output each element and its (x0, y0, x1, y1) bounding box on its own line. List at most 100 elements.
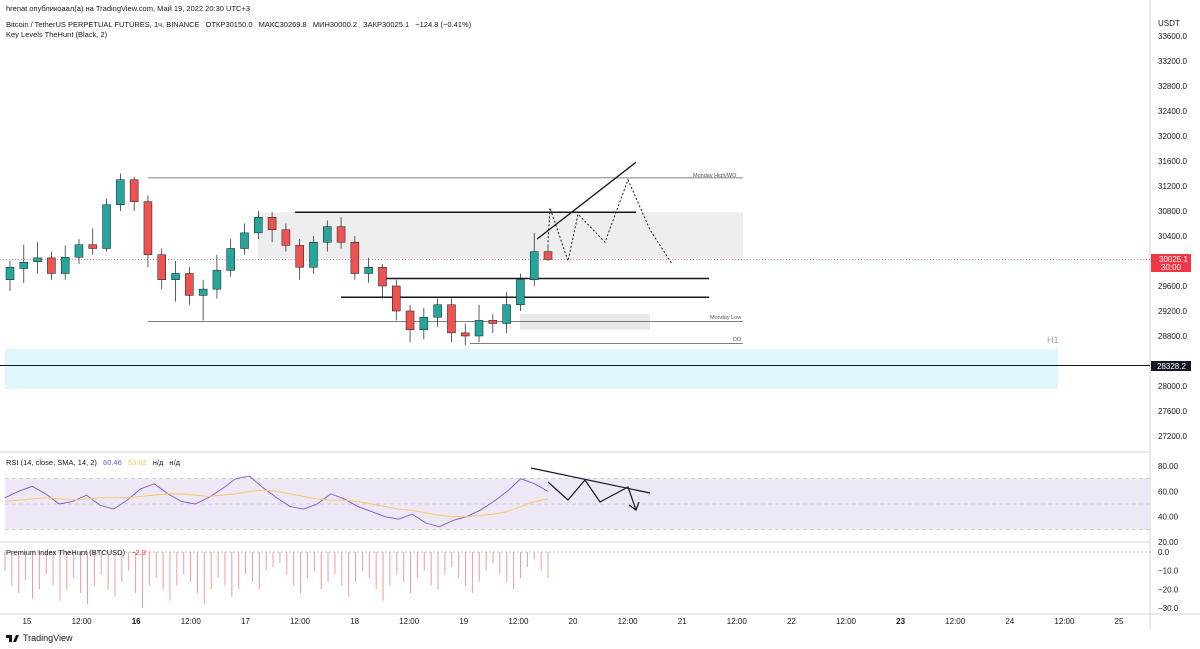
candle-37 (516, 273, 525, 311)
rsi-na-1: н/д (152, 458, 164, 467)
candle-body (336, 226, 346, 243)
premium-value: −2.3 (131, 548, 146, 557)
candle-body (5, 267, 15, 280)
candle-body (378, 267, 387, 287)
rsi-pane[interactable] (4, 467, 1150, 530)
candle-body (254, 217, 263, 234)
candle-27 (378, 264, 387, 299)
price-tick: 29600.0 (1158, 282, 1187, 291)
rsi-arrowhead (628, 501, 640, 511)
time-tick: 18 (350, 617, 359, 626)
time-tick: 12:00 (290, 617, 311, 626)
candle-13 (185, 267, 194, 305)
timeframe-label: H1 (1047, 335, 1059, 345)
time-tick: 12:00 (181, 617, 202, 626)
tradingview-logo[interactable]: TradingView (6, 633, 73, 643)
drawings[interactable] (536, 161, 673, 265)
candle-34 (474, 304, 484, 343)
high-value: 30269.8 (279, 20, 307, 29)
candle-body (488, 320, 498, 324)
premium-legend[interactable]: Premium Index TheHunt (BTCUSD) −2.3 (6, 548, 150, 557)
candle-body (129, 179, 139, 202)
premium-tick: −20.0 (1158, 585, 1179, 594)
candle-body (529, 251, 539, 280)
candle-4 (60, 245, 70, 280)
monday-low-label: Monday Low (710, 315, 741, 321)
candle-body (502, 304, 511, 324)
candle-body (47, 257, 56, 274)
price-tick: 32000.0 (1158, 132, 1187, 141)
price-tick: 27600.0 (1158, 407, 1187, 416)
time-axis[interactable]: 15 12:00 16 12:00 17 12:00 18 12:00 19 12:00 20 12:… (23, 617, 1124, 626)
time-tick: 12:00 (945, 617, 966, 626)
rsi-trendline (530, 467, 651, 494)
candle-body (19, 262, 29, 269)
close-label: ЗАКР (363, 20, 383, 29)
candle-body (157, 254, 166, 280)
time-tick: 12:00 (72, 617, 93, 626)
rsi-legend[interactable]: RSI (14, close, SMA, 14, 2) 60.46 53.62 … (6, 458, 184, 467)
candle-body (240, 232, 249, 249)
symbol-legend[interactable]: Bitcoin / TetherUS PERPETUAL FUTURES, 1ч… (6, 20, 475, 29)
price-tick: 27200.0 (1158, 432, 1187, 441)
candle-body (74, 244, 84, 258)
time-tick: 15 (23, 617, 32, 626)
candles (5, 173, 553, 346)
candle-38 (529, 232, 539, 286)
candle-body (516, 279, 525, 305)
candle-body (447, 304, 456, 334)
projection-path (547, 178, 673, 265)
candle-body (102, 204, 111, 249)
indicator-legend[interactable]: Key Levels TheHunt (Black, 2) (6, 30, 108, 39)
candle-39 (543, 244, 553, 261)
price-tick: 28800.0 (1158, 332, 1187, 341)
candle-body (212, 270, 222, 290)
candle-body (405, 310, 415, 330)
tradingview-icon (6, 634, 19, 642)
monday-high-label: Monday High/WO (693, 173, 737, 179)
trend-line (536, 161, 637, 240)
candle-16 (226, 239, 235, 277)
candle-body (295, 245, 304, 268)
price-tick: 31200.0 (1158, 182, 1187, 191)
candle-body (460, 332, 470, 337)
low-value: 30000.2 (329, 20, 358, 29)
candle-body (543, 251, 553, 260)
candle-28 (392, 279, 401, 321)
symbol-line[interactable]: Bitcoin / TetherUS PERPETUAL FUTURES, 1ч… (6, 20, 200, 29)
brand-text: TradingView (23, 633, 73, 643)
rsi-sma-value: 53.62 (127, 458, 147, 467)
candle-body (323, 226, 332, 243)
rsi-tick: 80.00 (1158, 462, 1179, 471)
candle-24 (336, 217, 346, 249)
open-label: ОТКР (205, 20, 226, 29)
candle-18 (254, 211, 263, 240)
price-tick: 31600.0 (1158, 157, 1187, 166)
time-tick: 17 (241, 617, 250, 626)
current-price-badge: 30025.1 30:00 (1151, 254, 1191, 272)
candle-body (185, 273, 194, 296)
premium-tick: 0.0 (1158, 548, 1170, 557)
candle-body (226, 248, 235, 271)
price-tick: 29200.0 (1158, 307, 1187, 316)
candle-26 (364, 257, 373, 283)
rsi-na-2: н/д (169, 458, 181, 467)
candle-body (433, 304, 442, 318)
price-tick: 32800.0 (1158, 82, 1187, 91)
svg-text:28328.2: 28328.2 (1157, 362, 1186, 371)
candle-body (419, 317, 429, 330)
candle-19 (267, 212, 277, 243)
candle-1 (19, 244, 29, 283)
candle-12 (171, 261, 180, 302)
price-tick: 30400.0 (1158, 232, 1187, 241)
premium-pane[interactable] (4, 551, 1150, 608)
candle-15 (212, 254, 222, 299)
candle-body (33, 257, 42, 262)
countdown: 30:00 (1161, 263, 1182, 272)
time-tick: 21 (678, 617, 687, 626)
candle-9 (129, 176, 139, 211)
zone-2 (5, 348, 1058, 390)
time-tick: 24 (1005, 617, 1014, 626)
premium-ticks: 0.0 −10.0 −20.0 −30.0 (1158, 548, 1179, 613)
